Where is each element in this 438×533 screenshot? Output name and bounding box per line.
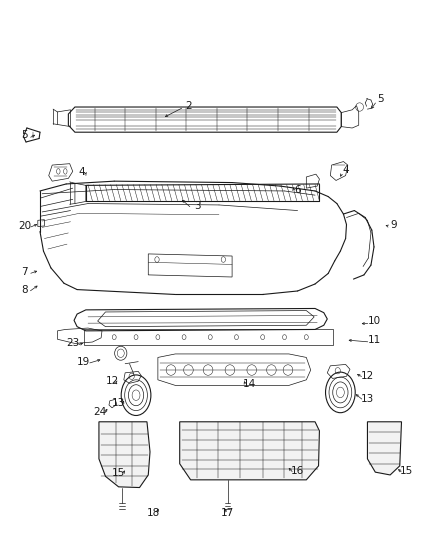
Text: 13: 13 <box>361 394 374 403</box>
Text: 6: 6 <box>294 184 301 195</box>
Text: 18: 18 <box>147 508 160 518</box>
Polygon shape <box>180 422 319 480</box>
Polygon shape <box>99 422 150 488</box>
Text: 11: 11 <box>367 335 381 345</box>
Text: 12: 12 <box>106 376 119 386</box>
Text: 12: 12 <box>361 370 374 381</box>
Text: 9: 9 <box>390 220 397 230</box>
Text: 2: 2 <box>185 101 192 111</box>
Text: 14: 14 <box>243 379 256 389</box>
Text: 3: 3 <box>194 201 201 212</box>
Polygon shape <box>367 422 402 475</box>
Text: 5: 5 <box>377 94 384 103</box>
Text: 5: 5 <box>21 130 28 140</box>
Text: 19: 19 <box>77 357 90 367</box>
Text: 4: 4 <box>78 167 85 177</box>
Text: 16: 16 <box>291 466 304 477</box>
Text: 15: 15 <box>400 466 413 477</box>
Text: 20: 20 <box>18 221 31 231</box>
Text: 23: 23 <box>66 338 79 349</box>
Text: 17: 17 <box>221 508 234 518</box>
Text: 7: 7 <box>21 267 28 277</box>
Text: 15: 15 <box>112 468 125 478</box>
Text: 4: 4 <box>343 165 349 175</box>
Text: 10: 10 <box>367 316 381 326</box>
Text: 24: 24 <box>94 407 107 417</box>
Text: 13: 13 <box>112 398 125 408</box>
Text: 8: 8 <box>21 285 28 295</box>
